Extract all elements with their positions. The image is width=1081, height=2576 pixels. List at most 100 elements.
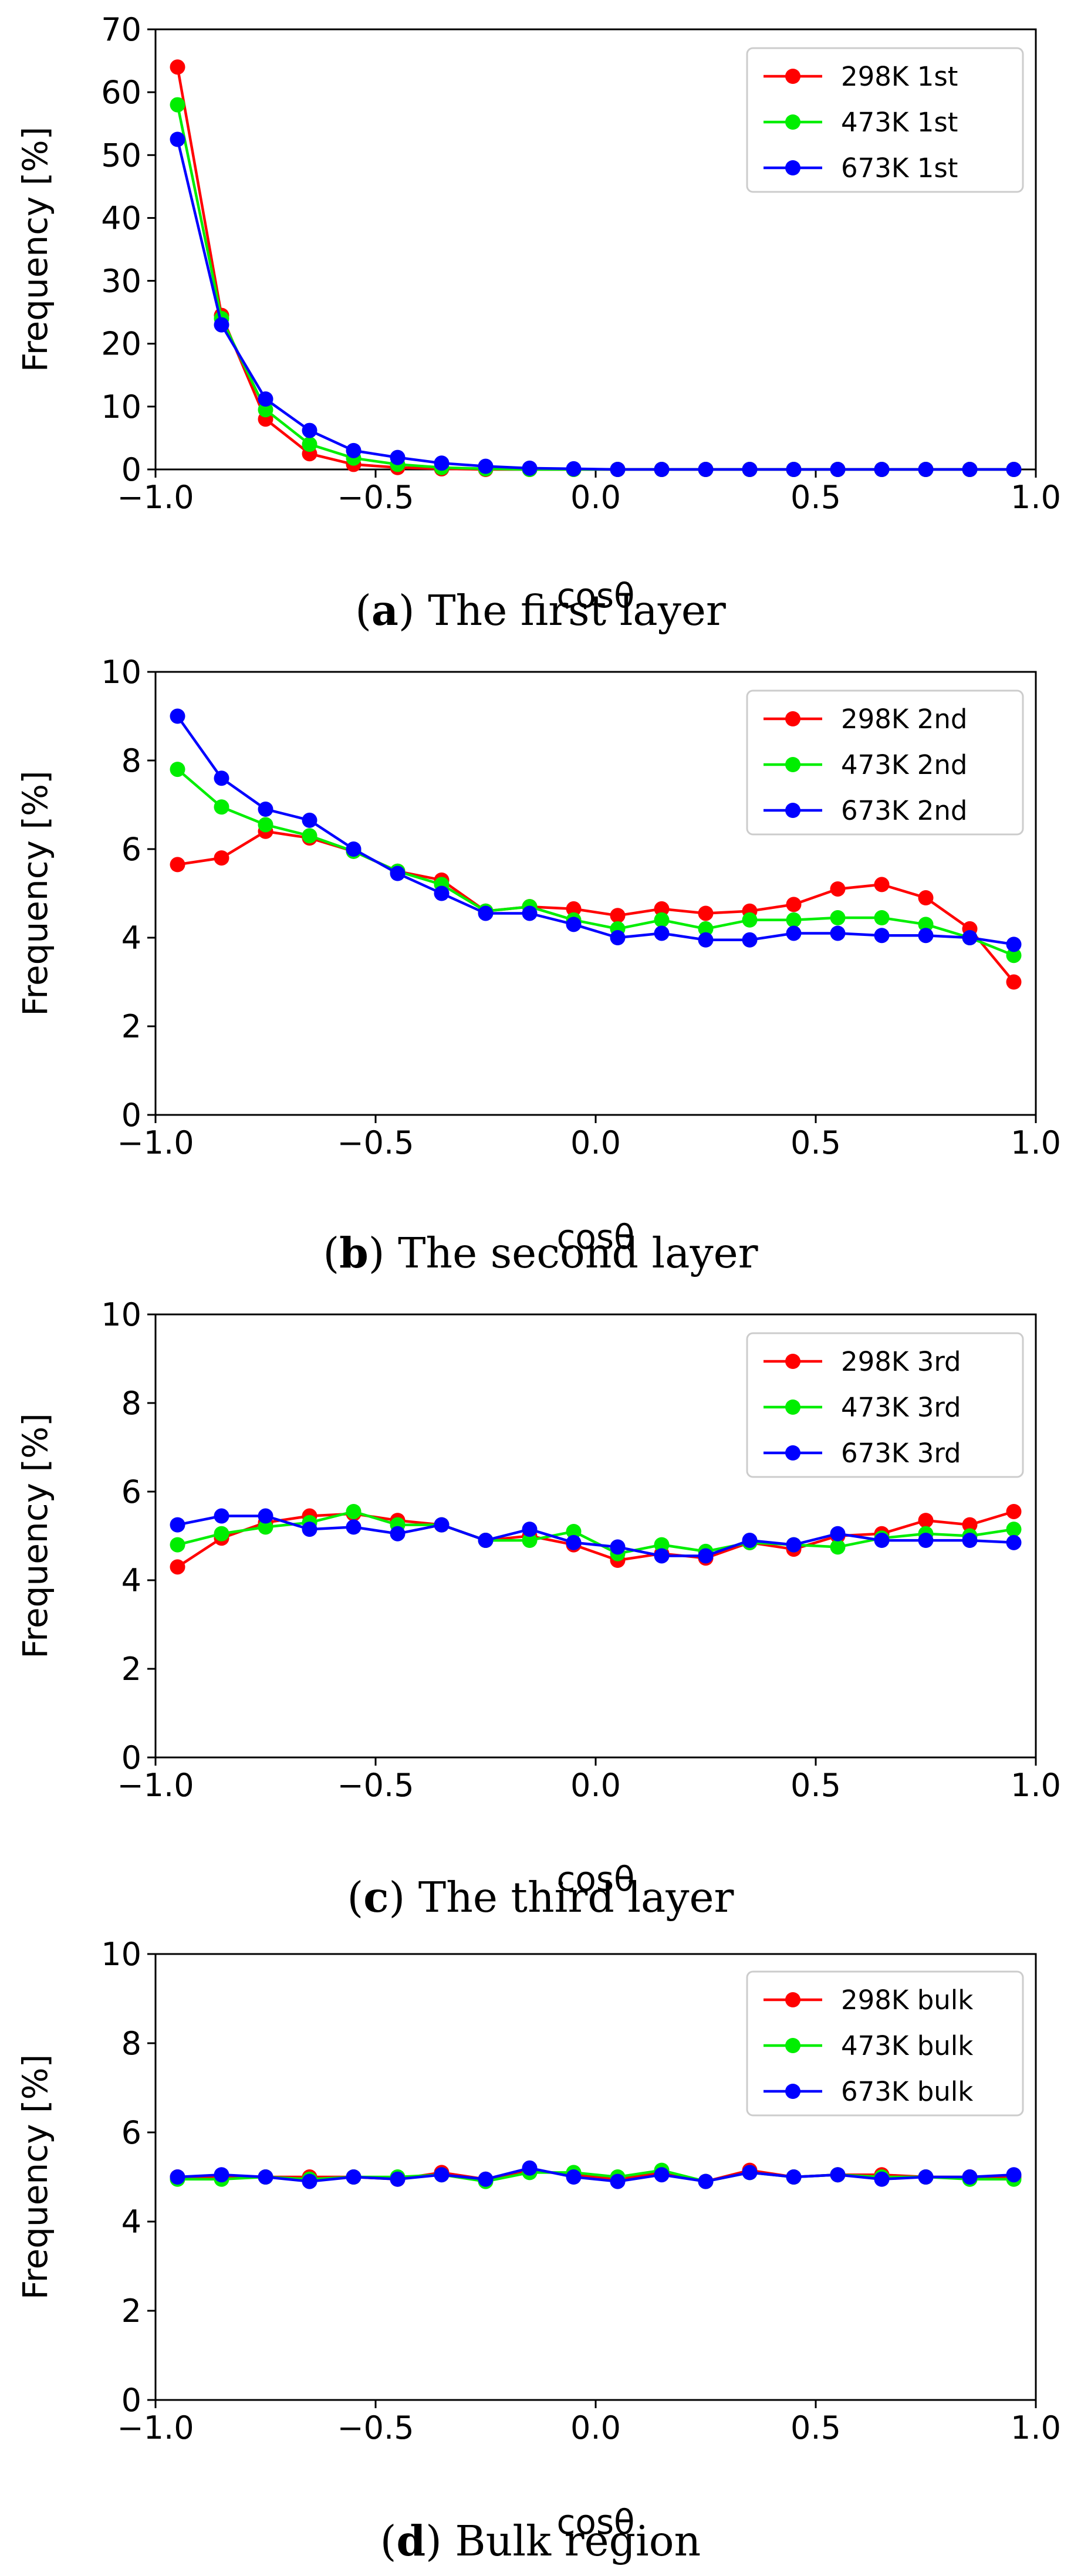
caption-paren-open: ( — [355, 586, 371, 635]
data-point — [390, 866, 406, 881]
y-tick-label: 6 — [121, 2114, 141, 2151]
y-tick-label: 50 — [101, 137, 141, 174]
data-point — [918, 1513, 934, 1529]
x-tick-label: 1.0 — [1011, 2409, 1061, 2446]
data-point — [830, 1526, 846, 1541]
data-point — [566, 901, 582, 917]
x-tick-label: 0.0 — [570, 2409, 621, 2446]
data-point — [962, 462, 978, 477]
y-axis-label: Frequency [%] — [15, 127, 55, 372]
data-point — [874, 877, 890, 893]
y-tick-label: 0 — [121, 451, 141, 488]
legend-label: 673K 3rd — [841, 1438, 961, 1469]
data-point — [346, 2169, 362, 2185]
data-point — [874, 462, 890, 477]
y-tick-label: 4 — [121, 2203, 141, 2240]
data-point — [874, 2171, 890, 2187]
y-tick-label: 6 — [121, 1473, 141, 1510]
x-tick-label: −0.5 — [337, 1767, 414, 1804]
y-tick-label: 60 — [101, 74, 141, 111]
data-point — [654, 912, 670, 928]
caption-text: The second layer — [398, 1229, 758, 1277]
data-point — [1006, 1534, 1022, 1550]
data-point — [214, 1526, 229, 1541]
data-point — [610, 908, 626, 924]
data-point — [214, 1508, 229, 1524]
x-tick-label: −1.0 — [117, 2409, 194, 2446]
data-point — [522, 460, 538, 476]
data-point — [170, 1537, 185, 1553]
data-point — [302, 828, 317, 844]
x-axis-label: cosθ — [556, 1217, 634, 1257]
legend-box — [746, 1970, 1024, 2117]
data-point — [346, 442, 362, 458]
data-point — [522, 905, 538, 921]
caption-paren-close: ) — [389, 1873, 418, 1922]
y-tick-label: 10 — [101, 388, 141, 425]
data-point — [698, 905, 714, 921]
x-tick-label: 0.5 — [791, 1124, 841, 1161]
y-axis-label: Frequency [%] — [15, 2054, 55, 2300]
legend: 298K 3rd 473K 3rd 673K 3rd — [746, 1332, 1024, 1478]
series-line-0 — [177, 830, 1015, 983]
legend-marker — [785, 69, 800, 84]
x-tick-label: 1.0 — [1011, 479, 1061, 516]
caption-paren-close: ) — [425, 2517, 455, 2565]
legend-marker — [785, 1354, 800, 1369]
caption-letter: b — [339, 1228, 369, 1277]
data-point — [654, 925, 670, 941]
caption-letter: d — [396, 2516, 425, 2565]
data-point — [698, 2173, 714, 2189]
data-point — [214, 2167, 229, 2183]
x-tick-label: −1.0 — [117, 479, 194, 516]
data-point — [1006, 462, 1022, 477]
data-point — [170, 1517, 185, 1533]
caption-text: The first layer — [428, 586, 726, 635]
x-tick-label: −0.5 — [337, 1124, 414, 1161]
data-point — [830, 1539, 846, 1555]
legend-item: 298K 3rd — [764, 1346, 961, 1377]
data-point — [478, 2171, 494, 2187]
data-point — [170, 131, 185, 147]
y-tick-label: 8 — [121, 742, 141, 779]
data-point — [874, 928, 890, 944]
y-tick-label: 2 — [121, 1008, 141, 1045]
panel-caption: (a) The first layer — [355, 586, 726, 635]
plot-area — [170, 708, 1022, 990]
data-point — [742, 2165, 758, 2181]
data-point — [742, 462, 758, 477]
caption-paren-open: ( — [323, 1229, 339, 1277]
legend-marker — [785, 711, 800, 726]
legend-item: 298K 2nd — [764, 704, 967, 735]
y-tick-label: 40 — [101, 200, 141, 236]
legend-marker — [785, 2038, 800, 2053]
y-tick-label: 2 — [121, 1651, 141, 1688]
x-tick-label: 0.5 — [791, 2409, 841, 2446]
data-point — [698, 1548, 714, 1564]
x-tick-label: 1.0 — [1011, 1124, 1061, 1161]
legend-item: 673K bulk — [764, 2076, 973, 2107]
data-point — [918, 2169, 934, 2185]
legend-label: 473K bulk — [841, 2030, 973, 2061]
data-point — [258, 2169, 273, 2185]
legend-marker — [785, 1992, 800, 2007]
legend-item: 298K 1st — [764, 61, 958, 92]
data-point — [302, 437, 317, 452]
data-point — [742, 932, 758, 948]
y-tick-label: 4 — [121, 919, 141, 956]
data-point — [170, 2169, 185, 2185]
data-point — [522, 1522, 538, 1537]
y-tick-label: 0 — [121, 1097, 141, 1134]
legend-box — [746, 47, 1024, 193]
x-tick-label: −0.5 — [337, 479, 414, 516]
legend-label: 673K bulk — [841, 2076, 973, 2107]
data-point — [610, 462, 626, 477]
data-point — [478, 1533, 494, 1549]
data-point — [346, 1519, 362, 1535]
chart-panel-d: −1.0 −0.5 0.0 0.5 1.0 0 2 4 6 8 10 cosθ Frequency [%… — [15, 1936, 1061, 2565]
data-point — [962, 1533, 978, 1549]
legend-label: 673K 2nd — [841, 795, 967, 826]
data-point — [390, 2171, 406, 2187]
data-point — [170, 762, 185, 777]
